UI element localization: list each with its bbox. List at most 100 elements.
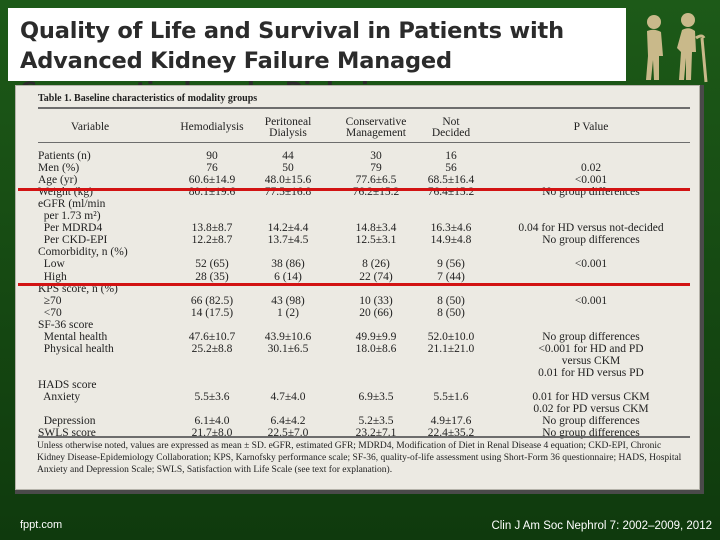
table-cell: 12.5±3.1 [355,234,397,247]
table-cell: 12.2±8.7 [191,234,233,247]
table-cell: 30 [370,150,382,162]
table-image: Table 1. Baseline characteristics of mod… [15,85,704,494]
table-cell: 7 (44) [437,270,465,283]
table-cell: 20 (66) [359,306,393,319]
table-cell: 56 [445,162,457,175]
table-cell: versus CKM [561,354,621,367]
highlight-line-2 [18,283,690,286]
row-label: Mental health [38,330,108,343]
table-cell: 52.0±10.0 [427,330,475,343]
row-label: Patients (n) [38,150,91,162]
row-label: Age (yr) [38,174,78,187]
table-cell: 14.8±3.4 [355,222,397,235]
table-cell: No group differences [542,415,640,428]
elderly-couple-figure-icon [646,13,708,83]
table-cell: 4.9±17.6 [430,415,472,428]
row-label: per 1.73 m²) [38,210,101,223]
row-label: Per CKD-EPI [38,234,108,247]
row-label: Depression [38,415,96,428]
table-cell: No group differences [542,234,640,247]
row-label: ≥70 [38,294,62,307]
table-cell: 50 [282,162,294,175]
table-cell: 5.5±1.6 [433,391,469,403]
table-cell: 30.1±6.5 [267,342,309,355]
column-header-5: P Value [573,121,609,133]
table-cell: <0.001 [574,174,608,187]
table-bottom-rule [38,436,690,438]
row-label: Men (%) [38,162,80,175]
table-cell: 16 [445,150,457,162]
header-rule [38,142,690,143]
table-cell: No group differences [542,330,640,343]
table-cell: 8 (26) [362,258,390,271]
table-cell: 8 (50) [437,306,465,319]
table-cell: 0.01 for HD versus PD [538,366,644,379]
row-label: Comorbidity, n (%) [38,246,128,259]
table-cell: <0.001 for HD and PD [538,342,644,355]
table-cell: 43.9±10.6 [264,330,312,343]
table-cell: 4.7±4.0 [270,391,306,403]
column-header-0: Variable [70,121,110,133]
table-cell: 6.4±4.2 [270,415,306,428]
table-cell: 5.5±3.6 [194,391,230,403]
table-cell: 13.8±8.7 [191,222,233,235]
table-cell: 9 (56) [437,258,465,271]
table-cell: 5.2±3.5 [358,415,394,428]
table-cell: 66 (82.5) [190,294,234,307]
table-cell: 13.7±4.5 [267,234,309,247]
table-cell: 6.1±4.0 [194,415,230,428]
column-header-1: Hemodialysis [180,121,244,133]
table-cell: 14.2±4.4 [267,222,309,235]
row-label: <70 [38,306,62,319]
table-cell: 10 (33) [359,294,393,307]
title-box: Quality of Life and Survival in Patients… [8,8,626,104]
table-cell: 16.3±4.6 [430,222,472,235]
row-label: Anxiety [38,391,81,403]
row-label: eGFR (ml/min [38,198,106,211]
table-cell: 21.1±21.0 [427,342,475,355]
table-cell: 8 (50) [437,294,465,307]
table-cell: 18.0±8.6 [355,342,397,355]
table-caption: Table 1. Baseline characteristics of mod… [38,93,258,104]
table-cell: 14.9±4.8 [430,234,472,247]
footer-site-label: fppt.com [20,519,63,531]
row-label: HADS score [38,378,97,391]
table-cell: 0.01 for HD versus CKM [532,391,650,403]
row-label: High [38,270,67,283]
table-cell: 52 (65) [195,258,229,271]
table-cell: 22 (74) [359,270,393,283]
table-cell: 60.6±14.9 [188,174,236,187]
column-header-4: Not Decided [431,116,471,139]
row-label: Low [38,258,65,271]
table-cell: 0.02 for PD versus CKM [533,403,649,416]
table-cell: 47.6±10.7 [188,330,236,343]
table-cell: 79 [370,162,382,175]
table-cell: <0.001 [574,294,608,307]
table-cell: 6 (14) [274,270,302,283]
table-footnote: Unless otherwise noted, values are expre… [37,441,682,475]
table-cell: 90 [206,150,218,162]
table-cell: 14 (17.5) [190,306,234,319]
table-cell: 25.2±8.8 [191,342,233,355]
table-cell: 44 [282,150,294,162]
table-cell: 49.9±9.9 [355,330,397,343]
row-label: Physical health [38,342,114,355]
table-cell: 0.02 [580,162,602,175]
row-label: SF-36 score [38,318,94,331]
citation: Clin J Am Soc Nephrol 7: 2002–2009, 2012 [491,520,712,532]
table-cell: <0.001 [574,258,608,271]
column-header-2: Peritoneal Dialysis [264,116,312,139]
table-cell: 48.0±15.6 [264,174,312,187]
row-label: Per MDRD4 [38,222,103,235]
table-cell: 28 (35) [195,270,229,283]
column-header-3: Conservative Management [345,116,407,139]
table-cell: 77.6±6.5 [355,174,397,187]
table-cell: 0.04 for HD versus not-decided [518,222,664,235]
table-top-rule [38,107,690,109]
table-cell: 6.9±3.5 [358,391,394,403]
table-cell: 43 (98) [271,294,305,307]
table-cell: 68.5±16.4 [427,174,475,187]
table-cell: 1 (2) [276,306,300,319]
table-cell: 38 (86) [271,258,305,271]
